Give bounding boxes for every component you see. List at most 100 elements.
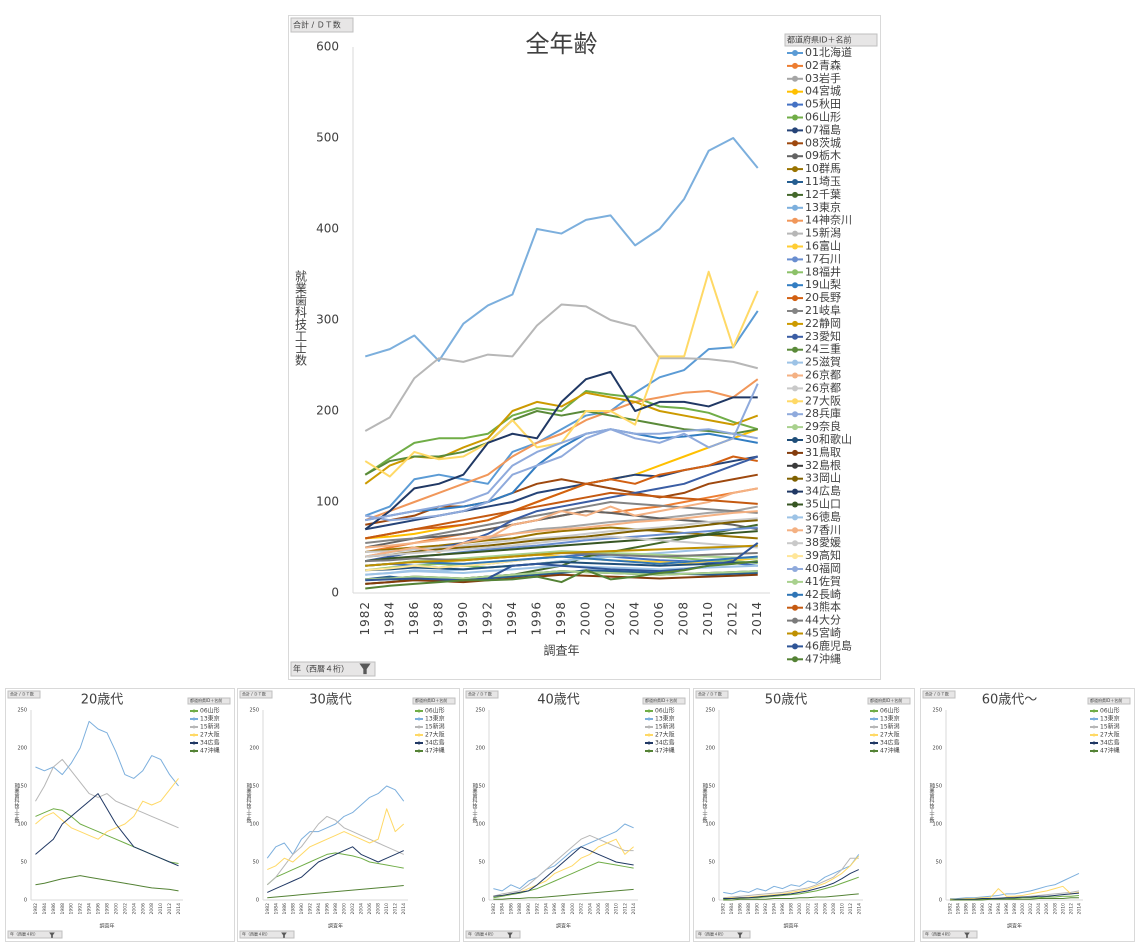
legend-label[interactable]: 12千葉 [805,187,841,201]
legend-label[interactable]: 43熊本 [805,600,841,614]
legend-label[interactable]: 04宮城 [805,84,841,98]
row-field-label[interactable]: 年（西暦４桁） [10,931,38,937]
legend-title[interactable]: 都道府県ID＋名前 [1090,697,1122,703]
legend-label[interactable]: 21岐阜 [805,304,841,317]
value-field-button[interactable] [239,690,273,699]
legend-label[interactable]: 41佐賀 [805,574,841,588]
legend-header[interactable] [867,697,911,705]
legend-header[interactable] [187,697,231,705]
legend-label[interactable]: 13東京 [200,715,220,723]
legend-label[interactable]: 47沖縄 [425,747,445,755]
legend-label[interactable]: 07福島 [805,122,841,136]
value-field-button[interactable] [922,690,956,699]
legend-label[interactable]: 47沖縄 [805,651,841,665]
value-field-button[interactable] [290,17,354,33]
row-field-button[interactable] [695,930,751,939]
row-field-button[interactable] [465,930,521,939]
filter-icon[interactable] [281,932,287,938]
value-field-button[interactable] [7,690,41,699]
legend-label[interactable]: 14神奈川 [805,213,852,227]
legend-title[interactable]: 都道府県ID＋名前 [190,697,222,703]
legend-label[interactable]: 09栃木 [805,148,841,162]
legend-label[interactable]: 44大分 [805,613,841,627]
legend-label[interactable]: 15新潟 [200,723,220,731]
filter-icon[interactable] [507,932,513,938]
legend-label[interactable]: 39高知 [805,548,841,562]
legend-header[interactable] [1087,697,1131,705]
legend-label[interactable]: 29奈良 [805,419,841,433]
filter-icon[interactable] [49,932,55,938]
legend-label[interactable]: 10群馬 [805,161,841,175]
legend-label[interactable]: 27大阪 [880,731,900,739]
legend-label[interactable]: 08茨城 [805,135,841,149]
legend-label[interactable]: 03岩手 [805,71,841,85]
legend-label[interactable]: 32島根 [805,458,841,472]
filter-icon[interactable] [964,932,970,938]
legend-label[interactable]: 42長崎 [805,587,841,601]
legend-header[interactable] [784,33,878,47]
legend-label[interactable]: 13東京 [880,715,900,723]
legend-label[interactable]: 06山形 [805,111,841,124]
legend-label[interactable]: 15新潟 [655,723,675,731]
legend-label[interactable]: 47沖縄 [1100,747,1120,755]
legend-label[interactable]: 13東京 [655,715,675,723]
legend-label[interactable]: 47沖縄 [200,747,220,755]
legend-label[interactable]: 34広島 [200,739,220,747]
legend-label[interactable]: 31鳥取 [805,445,841,459]
row-field-button[interactable] [290,661,376,677]
legend-label[interactable]: 34広島 [805,484,841,498]
legend-label[interactable]: 15新潟 [1100,723,1120,731]
legend-label[interactable]: 15新潟 [425,723,445,731]
legend-label[interactable]: 22静岡 [805,316,841,330]
legend-label[interactable]: 23愛知 [805,329,841,343]
legend-label[interactable]: 24三重 [805,342,841,356]
legend-header[interactable] [412,697,456,705]
legend-label[interactable]: 40福岡 [805,561,841,575]
row-field-label[interactable]: 年（西暦４桁） [242,931,270,937]
legend-label[interactable]: 19山梨 [805,277,841,291]
legend-label[interactable]: 30和歌山 [805,432,852,446]
value-field-label[interactable]: 合計 / ＤＴ数 [698,691,722,697]
value-field-label[interactable]: 合計 / ＤＴ数 [242,691,266,697]
value-field-label[interactable]: 合計 / ＤＴ数 [925,691,949,697]
legend-label[interactable]: 05秋田 [805,97,841,111]
legend-label[interactable]: 15新潟 [880,723,900,731]
legend-label[interactable]: 06山形 [655,707,675,715]
legend-label[interactable]: 25滋賀 [805,356,841,369]
legend-label[interactable]: 47沖縄 [880,747,900,755]
filter-icon[interactable] [737,932,743,938]
legend-label[interactable]: 11埼玉 [805,174,841,188]
legend-label[interactable]: 06山形 [200,707,220,715]
legend-label[interactable]: 06山形 [425,707,445,715]
legend-title[interactable]: 都道府県ID＋名前 [787,35,852,45]
row-field-label[interactable]: 年（西暦４桁） [468,931,496,937]
legend-header[interactable] [642,697,686,705]
legend-label[interactable]: 27大阪 [1100,731,1120,739]
legend-label[interactable]: 28兵庫 [805,406,841,420]
legend-label[interactable]: 35山口 [805,498,841,511]
row-field-button[interactable] [239,930,295,939]
legend-label[interactable]: 01北海道 [805,45,852,59]
value-field-button[interactable] [465,690,499,699]
legend-title[interactable]: 都道府県ID＋名前 [645,697,677,703]
legend-label[interactable]: 17石川 [805,252,841,265]
legend-label[interactable]: 02青森 [805,58,841,72]
legend-label[interactable]: 27大阪 [425,731,445,739]
legend-label[interactable]: 06山形 [880,707,900,715]
row-field-label[interactable]: 年（西暦４桁） [698,931,726,937]
row-field-button[interactable] [922,930,978,939]
value-field-label[interactable]: 合計 / ＤＴ数 [10,691,34,697]
legend-label[interactable]: 13東京 [805,200,841,214]
value-field-label[interactable]: 合計 / ＤＴ数 [293,20,341,30]
legend-label[interactable]: 13東京 [425,715,445,723]
legend-label[interactable]: 37香川 [805,523,841,536]
legend-label[interactable]: 18福井 [805,264,841,278]
filter-icon[interactable] [359,663,371,675]
legend-label[interactable]: 46鹿児島 [805,638,852,652]
legend-title[interactable]: 都道府県ID＋名前 [870,697,902,703]
legend-label[interactable]: 34広島 [655,739,675,747]
legend-label[interactable]: 34広島 [1100,739,1120,747]
legend-label[interactable]: 36徳島 [805,509,841,523]
legend-label[interactable]: 33岡山 [805,472,841,485]
row-field-button[interactable] [7,930,63,939]
